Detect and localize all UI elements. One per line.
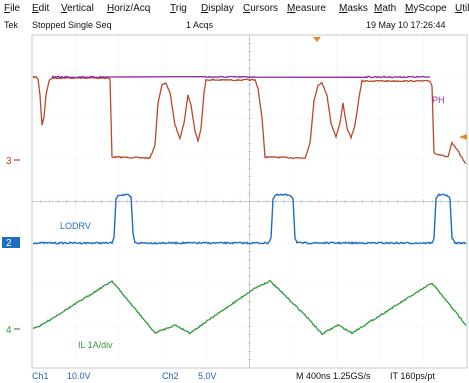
acquisition-count: 1 Acqs xyxy=(186,20,214,30)
ch2-ground-marker[interactable]: 2 xyxy=(6,238,12,249)
ch1-trace xyxy=(32,75,467,165)
lodrv-label: LODRV xyxy=(60,221,91,231)
menu-bar: File Edit Vertical Horiz/Acq Trig Displa… xyxy=(0,0,469,18)
menu-display[interactable]: Display xyxy=(201,3,234,14)
acquisition-state: Stopped Single Seq xyxy=(32,20,112,30)
ch1-name[interactable]: Ch1 xyxy=(32,371,49,381)
trigger-position-marker xyxy=(313,37,321,42)
ch1-ground-marker[interactable]: 3 xyxy=(6,156,12,167)
menu-trig[interactable]: Trig xyxy=(170,3,187,14)
menu-horiz-acq[interactable]: Horiz/Acq xyxy=(107,3,151,14)
menu-cursors[interactable]: Cursors xyxy=(243,3,279,14)
ch4-trace xyxy=(32,279,467,336)
date-time: 19 May 10 17:26:44 xyxy=(366,20,446,30)
menu-utilities[interactable]: Utilities xyxy=(455,3,469,14)
menu-file[interactable]: File xyxy=(4,3,21,14)
channel-readout-bar: Ch1 10.0V Ch2 5.0V M 400ns 1.25GS/s IT 1… xyxy=(0,370,469,383)
menu-math[interactable]: Math xyxy=(374,3,397,14)
menu-vertical[interactable]: Vertical xyxy=(61,3,94,14)
ch2-name[interactable]: Ch2 xyxy=(162,371,179,381)
menu-myscope[interactable]: MyScope xyxy=(405,3,447,14)
menu-edit[interactable]: Edit xyxy=(32,3,50,14)
brand-label: Tek xyxy=(4,20,19,30)
menu-measure[interactable]: Measure xyxy=(287,3,326,14)
menu-masks[interactable]: Masks xyxy=(339,3,368,14)
waveform-display[interactable]: 3 2 4 PH LODRV IL 1A/div xyxy=(0,33,469,370)
il-label: IL 1A/div xyxy=(78,340,113,350)
resolution[interactable]: IT 160ps/pt xyxy=(390,371,435,381)
trigger-level-marker xyxy=(459,134,467,140)
ch1-scale[interactable]: 10.0V xyxy=(67,371,91,381)
timebase[interactable]: M 400ns 1.25GS/s xyxy=(296,371,371,381)
ch4-ground-marker[interactable]: 4 xyxy=(6,325,12,336)
ch2-trace xyxy=(32,193,467,245)
ch2-ground-marker-bg[interactable] xyxy=(2,237,20,248)
ch2-scale[interactable]: 5.0V xyxy=(198,371,217,381)
ph-label: PH xyxy=(432,95,445,105)
acquisition-status-bar: Tek Stopped Single Seq 1 Acqs 19 May 10 … xyxy=(0,19,469,33)
ph-trace xyxy=(51,75,431,79)
